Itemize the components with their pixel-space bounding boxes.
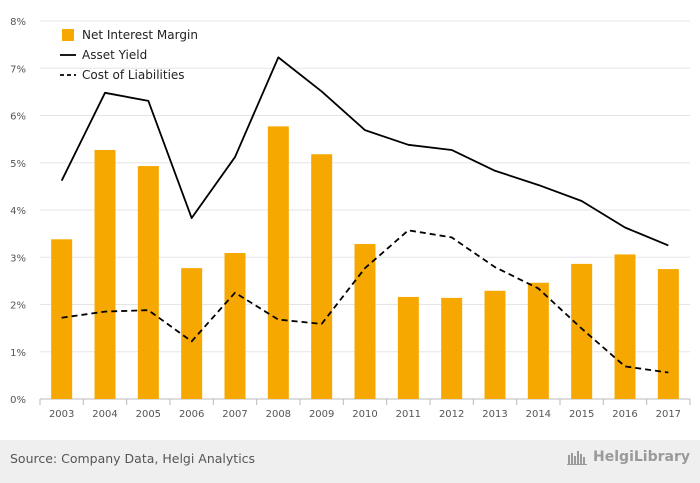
bar-net-interest-margin [527,282,549,399]
bar-net-interest-margin [181,268,203,399]
x-tick-label: 2014 [526,409,551,420]
y-tick-label: 0% [10,395,26,406]
bar-net-interest-margin [657,269,679,399]
x-tick-label: 2016 [612,409,637,420]
source-note: Source: Company Data, Helgi Analytics [10,451,256,466]
x-tick-label: 2007 [222,409,247,420]
y-tick-label: 2% [10,301,26,312]
x-tick-label: 2003 [49,409,74,420]
bar-net-interest-margin [484,290,506,399]
x-tick-label: 2010 [352,409,377,420]
bar-net-interest-margin [267,126,289,400]
x-tick-label: 2015 [569,409,594,420]
legend-label: Asset Yield [82,48,147,62]
y-tick-label: 4% [10,206,26,217]
y-tick-label: 1% [10,348,26,359]
legend-label: Net Interest Margin [82,28,198,42]
line-cost-of-liabilities [61,229,669,374]
y-tick-label: 3% [10,253,26,264]
bar-net-interest-margin [571,263,593,399]
bar-net-interest-margin [441,297,463,399]
x-tick-label: 2012 [439,409,464,420]
bar-net-interest-margin [614,254,636,399]
legend-swatch-bar [62,29,74,41]
x-tick-label: 2017 [656,409,681,420]
y-tick-label: 7% [10,64,26,75]
footer-bar: Source: Company Data, Helgi Analytics He… [0,440,700,483]
x-tick-label: 2006 [179,409,204,420]
x-tick-label: 2011 [396,409,421,420]
bar-net-interest-margin [354,244,376,399]
brand-logo[interactable]: HelgiLibrary [567,449,690,465]
bar-net-interest-margin [94,149,116,399]
legend-label: Cost of Liabilities [82,68,185,82]
y-tick-label: 8% [10,17,26,28]
x-tick-label: 2009 [309,409,334,420]
bar-net-interest-margin [137,166,159,399]
brand-name: HelgiLibrary [593,449,690,465]
bar-net-interest-margin [311,154,333,399]
y-tick-label: 6% [10,112,26,123]
x-tick-label: 2005 [136,409,161,420]
x-tick-label: 2004 [92,409,117,420]
x-tick-label: 2008 [266,409,291,420]
bar-net-interest-margin [397,296,419,399]
x-tick-label: 2013 [482,409,507,420]
bar-net-interest-margin [224,252,246,399]
library-icon [567,451,588,465]
line-asset-yield [60,56,669,247]
y-tick-label: 5% [10,159,26,170]
chart-plot: 0% 1% 2% 3% 4% 5% 6% 7% 8% 2003 2004 2005 2006 2007 20… [10,17,691,420]
bar-net-interest-margin [51,239,73,399]
